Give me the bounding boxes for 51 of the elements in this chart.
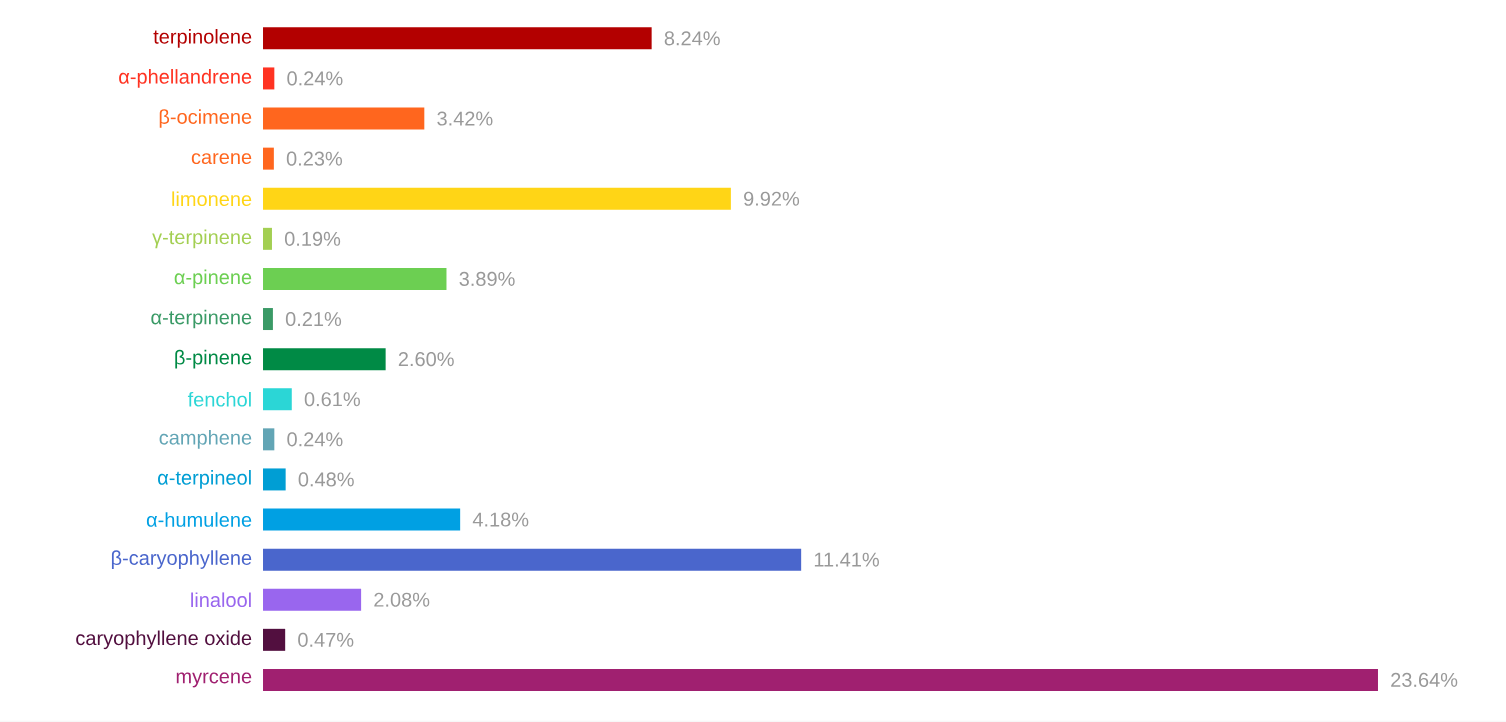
y-tick-label: limonene: [172, 191, 252, 207]
data-label: 0.47%: [298, 632, 354, 647]
bar: [263, 27, 652, 50]
data-label: 0.23%: [286, 151, 343, 166]
bar: [263, 668, 1378, 691]
y-tick-label: β-caryophyllene: [111, 550, 252, 569]
y-tick-label: γ-terpinene: [152, 229, 252, 249]
bar: [263, 308, 273, 331]
bar: [263, 267, 447, 290]
data-label: 0.24%: [287, 432, 343, 447]
y-tick-label: fenchol: [187, 391, 251, 407]
bar: [263, 468, 286, 491]
y-tick-label: β-ocimene: [159, 109, 252, 128]
y-tick-label: β-pinene: [175, 349, 252, 369]
bar: [263, 548, 802, 571]
data-label: 8.24%: [664, 31, 720, 46]
bar: [263, 187, 731, 210]
y-tick-label: terpinolene: [153, 29, 252, 48]
y-tick-label: caryophyllene oxide: [76, 630, 252, 650]
data-label: 3.89%: [459, 271, 515, 287]
bar: [263, 388, 292, 411]
bar: [263, 147, 274, 170]
y-tick-label: α-terpineol: [158, 470, 251, 489]
bar: [263, 428, 275, 451]
data-label: 23.64%: [1391, 672, 1458, 688]
bar: [263, 67, 275, 90]
data-label: 0.61%: [304, 392, 360, 407]
bar: [263, 628, 286, 651]
data-label: 2.08%: [374, 592, 430, 607]
bar: [263, 227, 272, 250]
data-label: 9.92%: [744, 191, 800, 206]
data-label: 3.42%: [437, 111, 493, 126]
y-tick-label: α-terpinene: [151, 309, 252, 329]
y-tick-label: α-humulene: [146, 512, 252, 527]
y-tick-label: α-phellandrene: [119, 69, 252, 88]
data-label: 4.18%: [472, 512, 529, 527]
data-label: 0.21%: [285, 311, 342, 327]
data-label: 11.41%: [814, 552, 879, 567]
y-tick-label: linalool: [191, 592, 251, 608]
y-tick-label: carene: [191, 153, 252, 165]
bar: [263, 588, 362, 611]
bar: [263, 508, 461, 531]
bar: [263, 348, 386, 371]
data-label: 0.24%: [287, 71, 343, 86]
data-label: 2.60%: [398, 352, 454, 367]
y-tick-label: camphene: [159, 430, 252, 449]
y-tick-label: α-pinene: [174, 269, 252, 289]
bar: [263, 107, 425, 130]
data-label: 0.48%: [298, 472, 354, 487]
y-tick-label: myrcene: [176, 672, 252, 688]
data-label: 0.19%: [284, 231, 341, 246]
